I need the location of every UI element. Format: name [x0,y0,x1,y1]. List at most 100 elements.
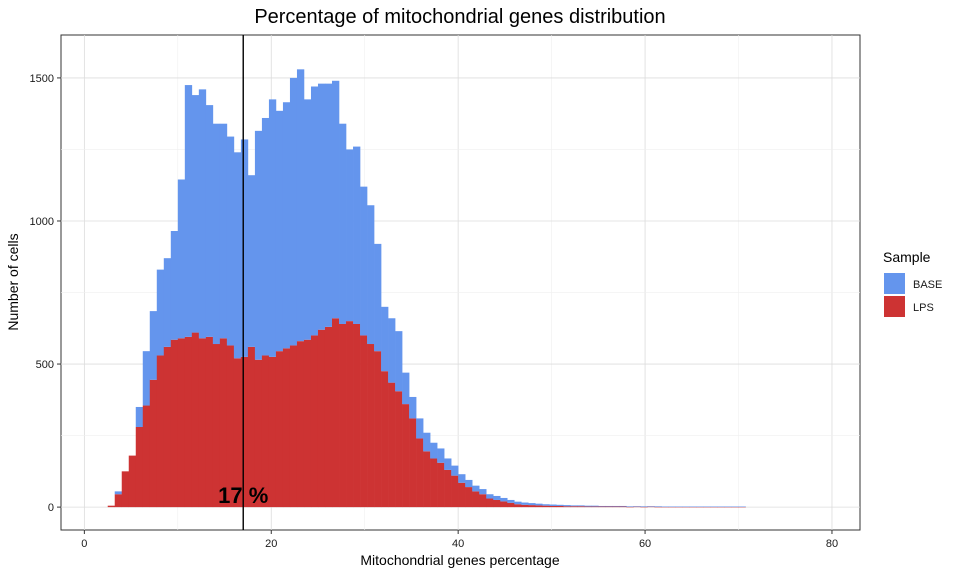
legend-label-base: BASE [913,279,942,291]
histogram-bar-lps [542,505,550,508]
histogram-bar-lps [388,382,396,508]
histogram-bar-lps [689,506,697,508]
histogram-bar-lps [275,351,284,508]
histogram-bar-lps [675,506,683,508]
legend-swatch-base [884,273,905,294]
histogram-bar-lps [570,506,578,508]
histogram-bar-base [507,499,515,503]
histogram-bar-base [486,494,494,499]
histogram-bar-base [514,501,522,505]
histogram-bar-base [177,179,186,339]
histogram-bar-base [289,77,298,346]
histogram-bar-base [472,485,480,492]
histogram-bar-base [724,506,732,508]
histogram-bar-base [346,149,354,322]
histogram-bar-lps [528,505,536,508]
histogram-bar-base [416,418,424,439]
histogram-bar-base [549,504,557,506]
histogram-bar-base [268,99,277,357]
histogram-bar-base [465,479,473,488]
histogram-bar-lps [402,404,410,508]
y-tick-label: 1000 [30,216,54,228]
histogram-bar-lps [205,336,214,508]
histogram-bar-base [577,505,585,507]
histogram-bar-base [163,258,172,347]
histogram-bar-lps [177,338,186,508]
histogram-bar-lps [128,455,137,508]
histogram-bar-lps [472,491,480,508]
histogram-bar-lps [654,506,662,508]
histogram-bar-base [479,489,487,495]
histogram-bar-base [240,139,249,357]
histogram-bar-lps [493,499,501,508]
histogram-bar-base [353,146,361,324]
histogram-bar-base [423,432,431,452]
histogram-bar-base [668,506,676,508]
histogram-bar-lps [346,321,354,508]
histogram-bar-base [374,243,382,352]
histogram-bar-lps [135,426,144,508]
histogram-bar-base [149,311,158,380]
histogram-bar-lps [619,506,627,508]
histogram-bar-lps [268,356,277,508]
histogram-bar-base [626,506,634,507]
y-axis-ticks: 0 500 1000 1500 [30,73,61,514]
histogram-bar-base [317,83,326,330]
histogram-bar-base [332,80,340,319]
histogram-bar-base [647,506,655,507]
histogram-bar-lps [170,339,179,508]
y-tick-label: 0 [48,502,54,514]
histogram-bar-lps [226,345,235,508]
x-axis-title: Mitochondrial genes percentage [360,552,559,568]
chart-title: Percentage of mitochondrial genes distri… [254,6,665,28]
histogram-bar-lps [731,506,739,508]
histogram-bar-lps [647,506,655,508]
histogram-bar-lps [633,506,641,508]
histogram-bar-base [170,230,179,340]
histogram-bar-base [661,506,669,508]
histogram-bar-lps [416,438,424,508]
histogram-bar-base [612,505,620,507]
histogram-bar-base [542,504,550,506]
histogram-bar-base [254,130,263,360]
histogram-bar-lps [584,506,592,508]
histogram-bar-base [528,503,536,506]
histogram-bar-base [310,86,319,336]
histogram-bar-base [275,110,284,352]
histogram-bar-lps [395,391,403,508]
x-tick-label: 80 [826,538,838,550]
histogram-bar-lps [233,358,242,508]
histogram-bar-lps [444,469,452,508]
histogram-bar-lps [184,336,193,508]
histogram-bar-base [282,102,291,349]
histogram-bar-base [205,105,214,337]
histogram-bar-base [717,506,725,508]
histogram-bar-base [556,504,564,506]
threshold-label: 17 % [218,483,268,508]
histogram-bar-lps [556,505,564,508]
histogram-bar-lps [710,506,718,508]
histogram-bar-base [296,69,305,342]
histogram-bar-lps [724,506,732,508]
histogram-bar-lps [549,505,557,508]
histogram-bar-base [409,396,417,419]
histogram-bar-lps [142,405,151,508]
histogram-bar-lps [507,502,515,508]
x-tick-label: 60 [639,538,651,550]
histogram-bar-base [633,506,641,507]
histogram-bar-base [738,506,746,508]
histogram-bar-base [570,505,578,507]
histogram-bar-lps [332,318,340,508]
histogram-bar-base [493,495,501,500]
histogram-bar-base [451,465,459,476]
y-tick-label: 1500 [30,73,54,85]
histogram-bar-base [696,506,704,508]
histogram-bar-base [233,152,242,359]
histogram-bar-lps [114,494,123,508]
histogram-bar-base [563,505,571,507]
histogram-bar-lps [437,462,445,508]
histogram-bar-lps [303,339,312,508]
legend-swatch-lps [884,296,905,317]
histogram-bar-base [212,123,221,345]
